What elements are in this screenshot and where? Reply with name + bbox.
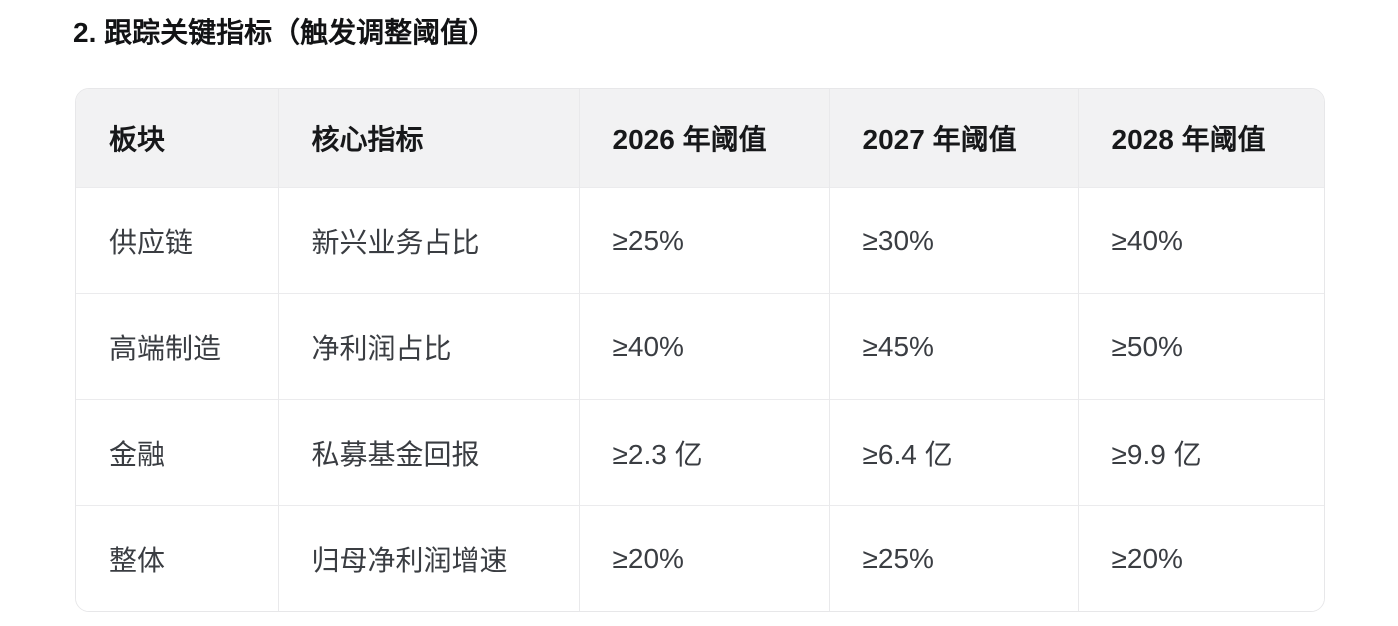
cell-threshold-2028: ≥20%: [1078, 505, 1324, 611]
cell-indicator: 净利润占比: [278, 293, 580, 400]
cell-threshold-2026: ≥25%: [579, 187, 830, 294]
cell-indicator: 归母净利润增速: [278, 505, 580, 611]
cell-sector: 供应链: [76, 187, 279, 294]
col-header-sector: 板块: [76, 89, 279, 188]
cell-indicator: 新兴业务占比: [278, 187, 580, 294]
table-row-finance: 金融 私募基金回报 ≥2.3 亿 ≥6.4 亿 ≥9.9 亿: [76, 399, 1324, 506]
thresholds-table: 板块 核心指标 2026 年阈值 2027 年阈值 2028 年阈值 供应链 新…: [76, 89, 1324, 611]
cell-threshold-2026: ≥40%: [579, 293, 830, 400]
cell-threshold-2027: ≥6.4 亿: [829, 399, 1079, 506]
key-metrics-table: 板块 核心指标 2026 年阈值 2027 年阈值 2028 年阈值 供应链 新…: [75, 88, 1325, 612]
cell-threshold-2027: ≥25%: [829, 505, 1079, 611]
cell-sector: 金融: [76, 399, 279, 506]
section-heading: 2. 跟踪关键指标（触发调整阈值）: [73, 17, 497, 48]
table-header-row: 板块 核心指标 2026 年阈值 2027 年阈值 2028 年阈值: [76, 89, 1324, 188]
cell-sector: 高端制造: [76, 293, 279, 400]
cell-threshold-2028: ≥9.9 亿: [1078, 399, 1324, 506]
cell-threshold-2026: ≥20%: [579, 505, 830, 611]
col-header-2027-threshold: 2027 年阈值: [829, 89, 1079, 188]
table-row-supply-chain: 供应链 新兴业务占比 ≥25% ≥30% ≥40%: [76, 187, 1324, 294]
cell-threshold-2026: ≥2.3 亿: [579, 399, 830, 506]
table-row-overall: 整体 归母净利润增速 ≥20% ≥25% ≥20%: [76, 505, 1324, 611]
table-row-high-end-manufacturing: 高端制造 净利润占比 ≥40% ≥45% ≥50%: [76, 293, 1324, 400]
cell-indicator: 私募基金回报: [278, 399, 580, 506]
cell-sector: 整体: [76, 505, 279, 611]
cell-threshold-2028: ≥50%: [1078, 293, 1324, 400]
cell-threshold-2027: ≥45%: [829, 293, 1079, 400]
col-header-2026-threshold: 2026 年阈值: [579, 89, 830, 188]
cell-threshold-2028: ≥40%: [1078, 187, 1324, 294]
col-header-2028-threshold: 2028 年阈值: [1078, 89, 1324, 188]
cell-threshold-2027: ≥30%: [829, 187, 1079, 294]
col-header-core-indicator: 核心指标: [278, 89, 580, 188]
